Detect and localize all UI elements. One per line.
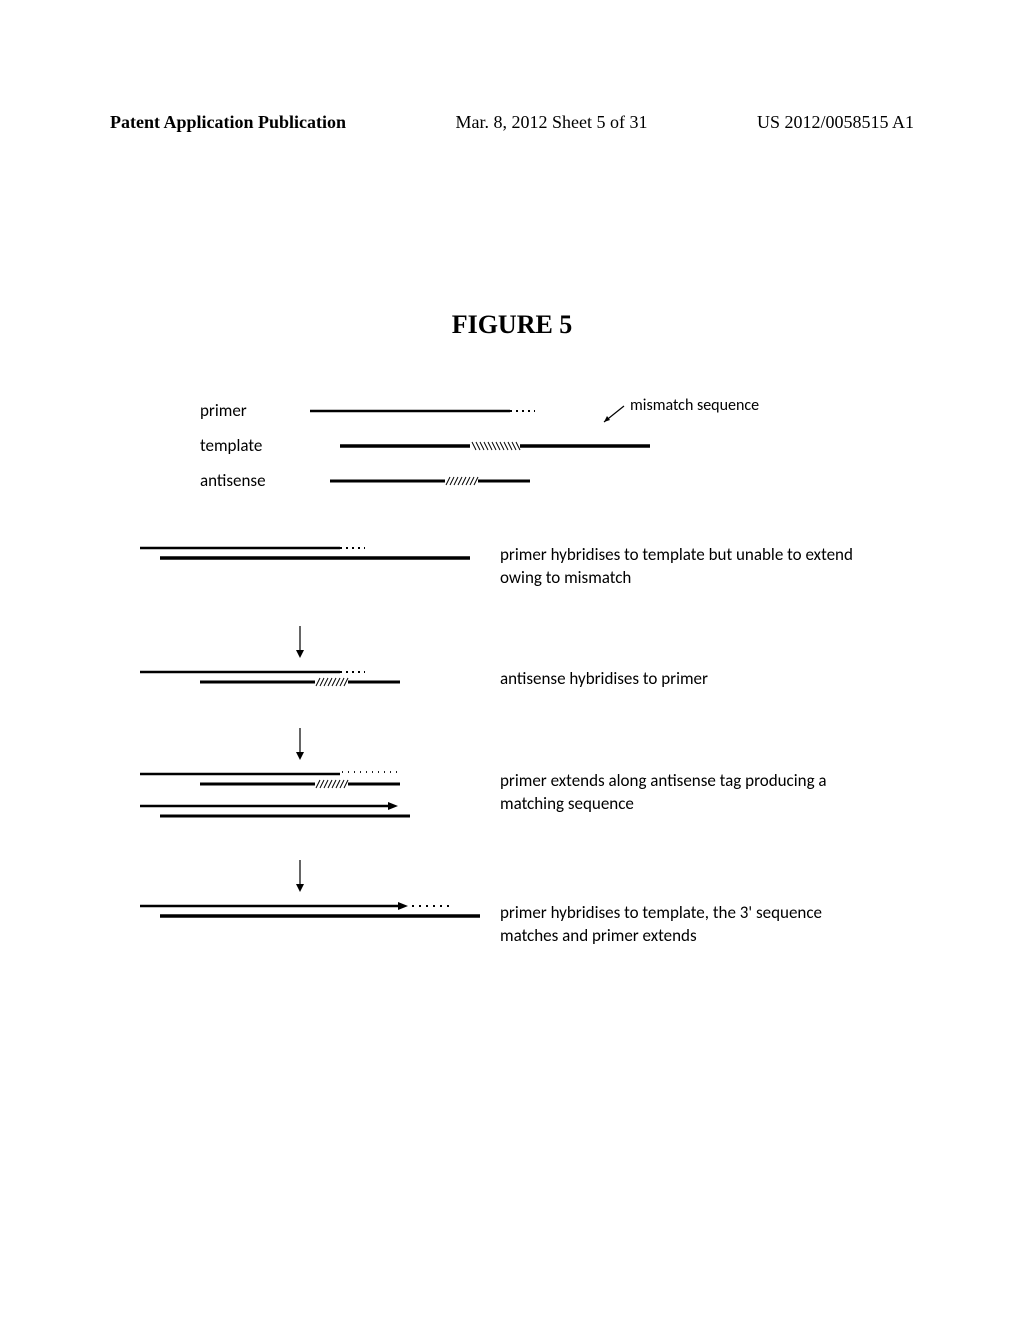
legend-block: mismatch sequence primer template xyxy=(200,400,880,540)
step4-diagram xyxy=(140,898,500,933)
step1-text: primer hybridises to template but unable… xyxy=(500,544,880,590)
step-2: antisense hybridises to primer xyxy=(200,664,880,714)
step3-diagram xyxy=(140,766,480,833)
step2-diagram xyxy=(140,664,480,699)
figure-title: FIGURE 5 xyxy=(0,310,1024,340)
primer-label: primer xyxy=(200,400,310,421)
step-1: primer hybridises to template but unable… xyxy=(200,540,880,612)
antisense-label: antisense xyxy=(200,470,310,491)
primer-line xyxy=(310,406,540,416)
step4-text: primer hybridises to template, the 3' se… xyxy=(500,902,880,948)
header-patent-number: US 2012/0058515 A1 xyxy=(757,112,914,133)
step-4: primer hybridises to template, the 3' se… xyxy=(200,898,880,970)
header-publication: Patent Application Publication xyxy=(110,112,346,133)
step3-text: primer extends along antisense tag produ… xyxy=(500,770,880,816)
step2-text: antisense hybridises to primer xyxy=(500,668,708,691)
template-label: template xyxy=(200,435,310,456)
mismatch-label: mismatch sequence xyxy=(630,396,759,415)
template-line xyxy=(310,441,660,451)
step1-diagram xyxy=(140,540,480,575)
mismatch-arrow-icon xyxy=(598,404,628,431)
step-3: primer extends along antisense tag produ… xyxy=(200,766,880,846)
down-arrow-3 xyxy=(290,858,880,898)
diagram-container: mismatch sequence primer template xyxy=(200,400,880,982)
down-arrow-1 xyxy=(290,624,880,664)
down-arrow-2 xyxy=(290,726,880,766)
antisense-line xyxy=(310,476,540,486)
header-date-sheet: Mar. 8, 2012 Sheet 5 of 31 xyxy=(456,112,648,133)
